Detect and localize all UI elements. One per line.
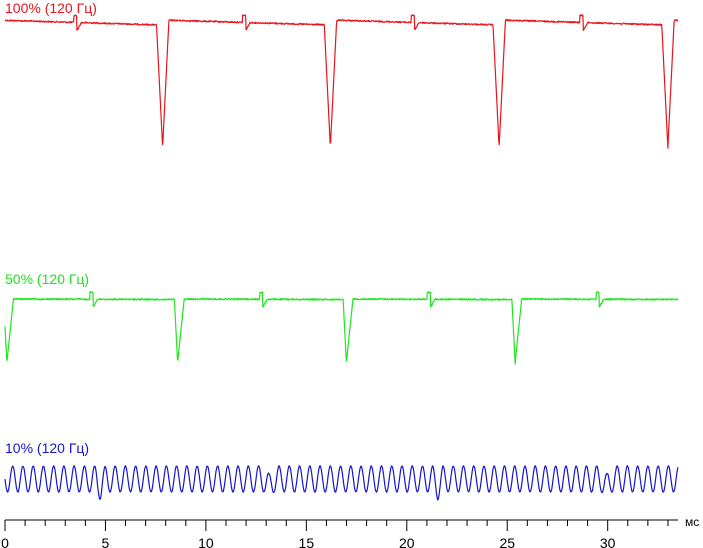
x-tick-label: 10 <box>198 535 214 548</box>
series-label-100: 100% (120 Гц) <box>5 0 97 16</box>
x-tick-label: 20 <box>399 535 415 548</box>
series-line-10 <box>4 465 679 501</box>
x-tick-label: 15 <box>299 535 315 548</box>
series-label-50: 50% (120 Гц) <box>5 271 89 287</box>
x-tick-label: 5 <box>102 535 110 548</box>
series-line-50 <box>4 290 679 365</box>
series-labels-layer: 100% (120 Гц) 50% (120 Гц) 10% (120 Гц) <box>5 0 97 456</box>
x-tick-label: 0 <box>1 535 9 548</box>
traces-layer <box>4 14 679 501</box>
x-axis-unit: мс <box>685 515 699 529</box>
series-label-10: 10% (120 Гц) <box>5 440 89 456</box>
series-line-100 <box>4 14 679 149</box>
x-axis: мс 0 5 10 15 20 25 30 <box>1 515 699 548</box>
x-tick-label: 30 <box>600 535 616 548</box>
x-tick-label: 25 <box>499 535 515 548</box>
